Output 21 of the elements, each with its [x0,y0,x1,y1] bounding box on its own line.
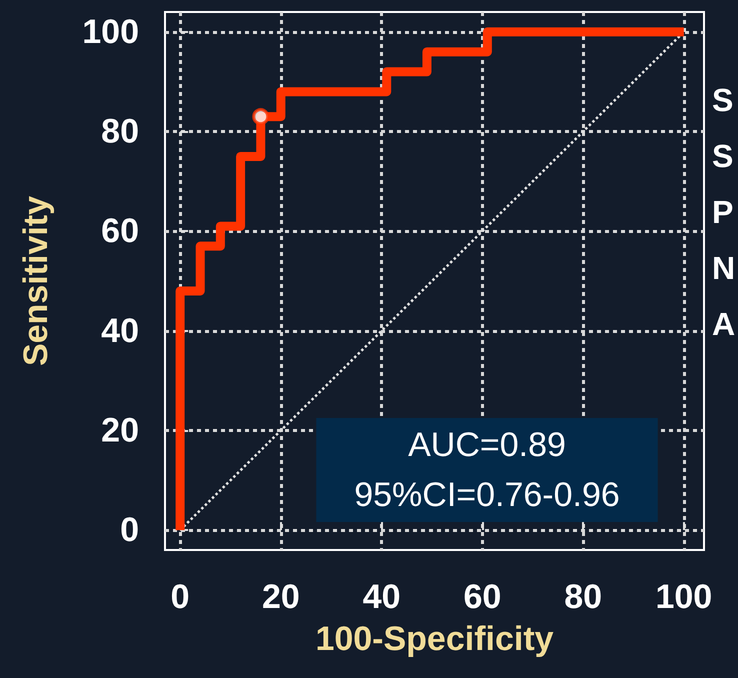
y-tick-label: 100 [82,12,139,51]
x-tick-label: 80 [564,578,602,616]
y-tick-label: 0 [120,511,139,550]
x-axis-title: 100-Specificity [315,620,554,658]
y-tick-label: 60 [101,212,139,250]
x-tick-label: 60 [463,578,502,616]
y-tick-label: 20 [101,411,139,450]
text: P [712,194,734,230]
x-tick-label: 0 [170,578,190,616]
x-tick-label: 40 [362,578,401,616]
annotation: 95%CI=0.76-0.96 [354,476,620,514]
text: S [712,82,734,118]
x-tick-label: 20 [262,578,300,616]
text: A [712,306,736,342]
text: N [712,250,736,286]
x-tick-label: 100 [655,578,712,616]
annotation: AUC=0.89 [408,426,566,464]
text: S [712,138,734,174]
y-tick-label: 40 [101,312,139,350]
y-tick-label: 80 [101,112,139,151]
y-axis-title: Sensitivity [17,196,55,366]
